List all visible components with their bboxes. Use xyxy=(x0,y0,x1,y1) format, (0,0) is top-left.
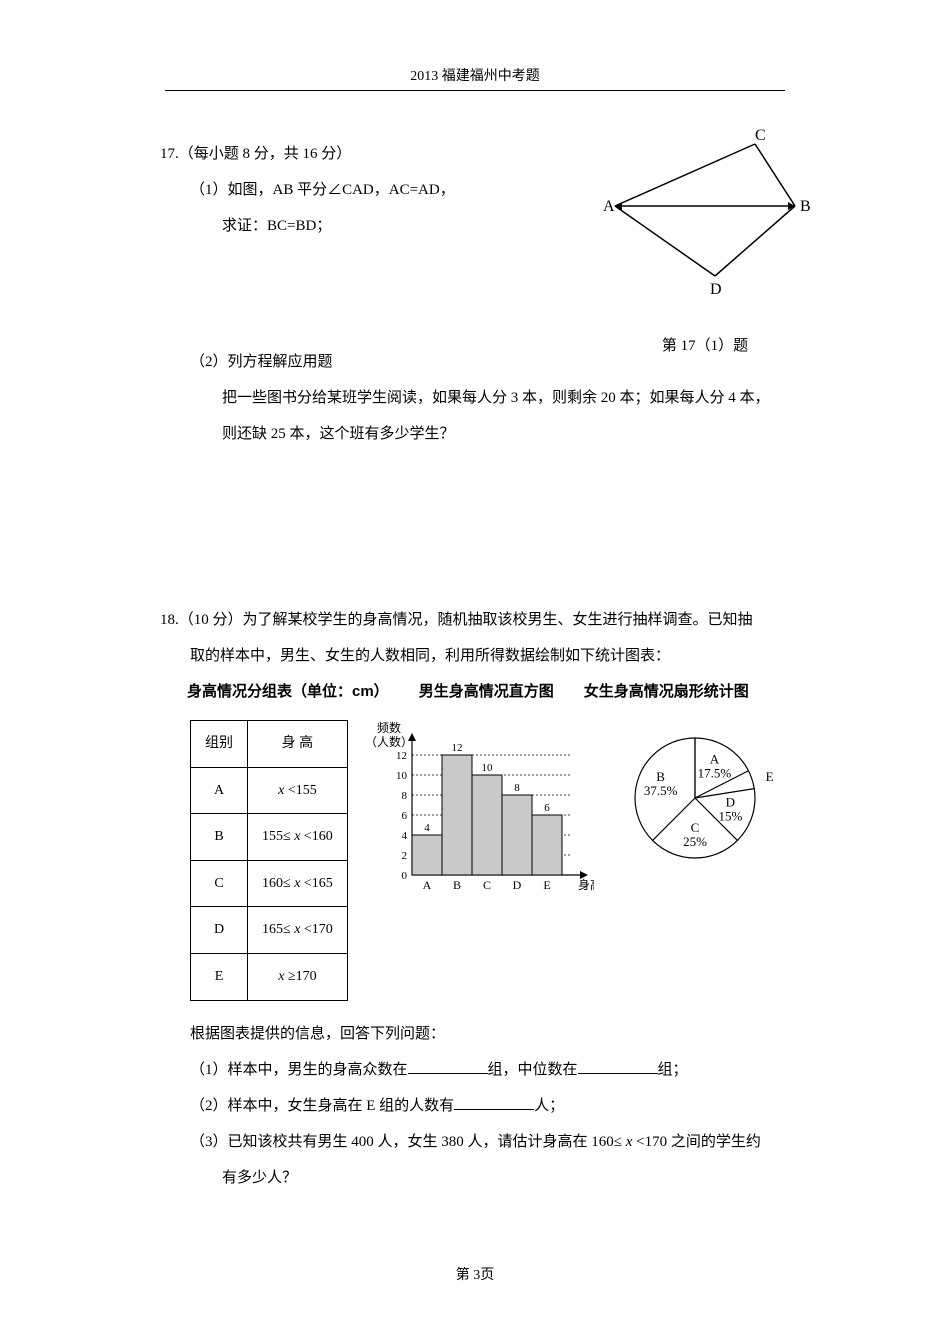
label-A: A xyxy=(603,198,615,215)
svg-text:C: C xyxy=(690,820,699,835)
cell-C-r: 160≤ x <165 xyxy=(248,860,348,907)
figures-row: 组别 身 高 Ax <155 B155≤ x <160 C160≤ x <165… xyxy=(160,720,790,1001)
table-title: 身高情况分组表（单位：cm） xyxy=(187,674,389,710)
label-D: D xyxy=(710,281,722,298)
th-height: 身 高 xyxy=(248,721,348,768)
svg-text:（人数）: （人数） xyxy=(365,734,413,749)
cell-E-g: E xyxy=(191,953,248,1000)
page-header: 2013 福建福州中考题 xyxy=(0,0,950,91)
histogram-svg: 频数（人数） 0 2 4 6 8 10 12 4 A 12 B 10 C 8 D 6 E 身高(cm) xyxy=(364,720,594,900)
svg-text:频数: 频数 xyxy=(377,720,401,735)
sub2-b: 人； xyxy=(534,1098,564,1114)
cell-E-r: x ≥170 xyxy=(248,953,348,1000)
svg-text:B: B xyxy=(656,769,665,784)
q18-sub2: （2）样本中，女生身高在 E 组的人数有 人； xyxy=(160,1088,790,1124)
q17-text-block: 17.（每小题 8 分，共 16 分） （1）如图，AB 平分∠CAD，AC=A… xyxy=(160,136,560,244)
svg-text:E: E xyxy=(765,769,773,784)
svg-text:D: D xyxy=(512,878,521,892)
svg-text:4: 4 xyxy=(424,822,430,834)
svg-text:B: B xyxy=(453,878,461,892)
table-column: 组别 身 高 Ax <155 B155≤ x <160 C160≤ x <165… xyxy=(190,720,348,1001)
sub1-a: （1）样本中，男生的身高众数在 xyxy=(190,1062,408,1078)
q18-points: （10 分） xyxy=(179,612,243,628)
th-group: 组别 xyxy=(191,721,248,768)
question-17: 17.（每小题 8 分，共 16 分） （1）如图，AB 平分∠CAD，AC=A… xyxy=(160,136,790,452)
q18-sub3: （3）已知该校共有男生 400 人，女生 380 人，请估计身高在 160≤ x… xyxy=(160,1124,790,1160)
svg-text:A: A xyxy=(422,878,431,892)
triangle-diagram-svg: A B C D xyxy=(595,126,815,326)
svg-text:A: A xyxy=(710,751,720,766)
pie-svg: A17.5% E D15% C25% B37.5% xyxy=(610,720,780,890)
cell-A-r: x <155 xyxy=(248,767,348,814)
q17-line1: 17.（每小题 8 分，共 16 分） xyxy=(160,136,560,172)
height-group-table: 组别 身 高 Ax <155 B155≤ x <160 C160≤ x <165… xyxy=(190,720,348,1001)
svg-text:17.5%: 17.5% xyxy=(697,765,731,780)
page-footer: 第 3页 xyxy=(0,1264,950,1284)
q17-part1-intro: （1）如图，AB 平分∠CAD，AC=AD， xyxy=(160,172,560,208)
page-number: 第 3页 xyxy=(456,1268,495,1283)
q18-number: 18. xyxy=(160,612,179,628)
question-18: 18.（10 分）为了解某校学生的身高情况，随机抽取该校男生、女生进行抽样调查。… xyxy=(160,602,790,1196)
cell-B-g: B xyxy=(191,814,248,861)
pie-title: 女生身高情况扇形统计图 xyxy=(584,674,749,710)
q17-diagram-caption: 第 17（1）题 xyxy=(595,328,815,364)
q17-part2-line2: 则还缺 25 本，这个班有多少学生？ xyxy=(160,416,790,452)
svg-text:2: 2 xyxy=(401,850,407,862)
q17-points: （每小题 8 分，共 16 分） xyxy=(179,146,352,162)
header-title: 2013 福建福州中考题 xyxy=(410,69,540,84)
svg-text:12: 12 xyxy=(396,750,407,762)
histogram-column: 频数（人数） 0 2 4 6 8 10 12 4 A 12 B 10 C 8 D 6 E 身高(cm) xyxy=(364,720,594,900)
svg-text:8: 8 xyxy=(514,782,520,794)
q17-part2-line1: 把一些图书分给某班学生阅读，如果每人分 3 本，则剩余 20 本；如果每人分 4… xyxy=(160,380,790,416)
svg-text:6: 6 xyxy=(401,810,407,822)
svg-text:8: 8 xyxy=(401,790,407,802)
label-C: C xyxy=(755,127,766,144)
cell-D-g: D xyxy=(191,907,248,954)
blank-1 xyxy=(408,1059,488,1074)
svg-text:15%: 15% xyxy=(718,808,742,823)
blank-2 xyxy=(578,1059,658,1074)
q18-line1: 18.（10 分）为了解某校学生的身高情况，随机抽取该校男生、女生进行抽样调查。… xyxy=(160,602,790,638)
sub2-a: （2）样本中，女生身高在 E 组的人数有 xyxy=(190,1098,454,1114)
svg-text:12: 12 xyxy=(451,742,462,754)
cell-C-g: C xyxy=(191,860,248,907)
q18-sub1: （1）样本中，男生的身高众数在 组，中位数在 组； xyxy=(160,1052,790,1088)
svg-text:4: 4 xyxy=(401,830,407,842)
sub3-b: <170 之间的学生约 xyxy=(632,1134,760,1150)
svg-text:37.5%: 37.5% xyxy=(644,783,678,798)
sub1-c: 组； xyxy=(658,1062,688,1078)
cell-B-r: 155≤ x <160 xyxy=(248,814,348,861)
histogram-title: 男生身高情况直方图 xyxy=(419,674,554,710)
svg-text:10: 10 xyxy=(481,762,493,774)
svg-text:25%: 25% xyxy=(683,834,707,849)
svg-text:C: C xyxy=(483,878,491,892)
svg-text:10: 10 xyxy=(396,770,408,782)
q17-diagram: A B C D 第 17（1）题 xyxy=(595,126,815,364)
q18-intro2: 取的样本中，男生、女生的人数相同，利用所得数据绘制如下统计图表： xyxy=(160,638,790,674)
svg-text:身高(cm): 身高(cm) xyxy=(578,877,594,892)
svg-text:6: 6 xyxy=(544,802,550,814)
q17-number: 17. xyxy=(160,146,179,162)
svg-text:E: E xyxy=(543,878,550,892)
q18-sub3-line2: 有多少人？ xyxy=(160,1160,790,1196)
blank-3 xyxy=(454,1095,534,1110)
label-B: B xyxy=(800,198,811,215)
sub3-a: （3）已知该校共有男生 400 人，女生 380 人，请估计身高在 160≤ xyxy=(190,1134,626,1150)
q17-part1-prove: 求证：BC=BD； xyxy=(160,208,560,244)
cell-A-g: A xyxy=(191,767,248,814)
sub1-b: 组，中位数在 xyxy=(488,1062,578,1078)
cell-D-r: 165≤ x <170 xyxy=(248,907,348,954)
q18-intro1: 为了解某校学生的身高情况，随机抽取该校男生、女生进行抽样调查。已知抽 xyxy=(243,612,753,628)
svg-text:0: 0 xyxy=(401,870,407,882)
pie-column: A17.5% E D15% C25% B37.5% xyxy=(610,720,780,890)
svg-text:D: D xyxy=(725,794,734,809)
q18-followup: 根据图表提供的信息，回答下列问题： xyxy=(160,1016,790,1052)
page-content: 17.（每小题 8 分，共 16 分） （1）如图，AB 平分∠CAD，AC=A… xyxy=(0,91,950,1196)
